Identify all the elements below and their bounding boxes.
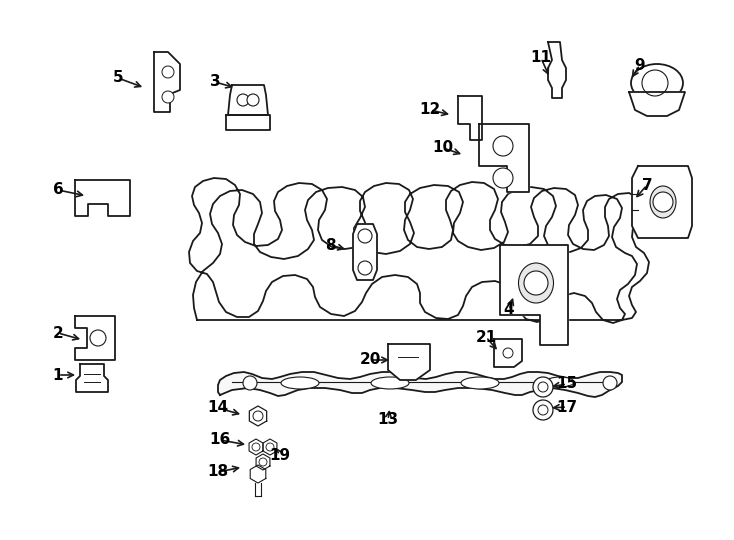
Polygon shape (353, 224, 377, 280)
Circle shape (252, 443, 260, 451)
Polygon shape (250, 465, 266, 483)
Polygon shape (388, 344, 430, 380)
Ellipse shape (371, 377, 409, 389)
Polygon shape (632, 166, 692, 238)
Polygon shape (458, 96, 482, 140)
Polygon shape (154, 52, 180, 112)
Text: 12: 12 (419, 103, 440, 118)
Text: 17: 17 (556, 400, 578, 415)
Text: 6: 6 (53, 183, 63, 198)
Circle shape (237, 94, 249, 106)
Circle shape (642, 70, 668, 96)
Circle shape (243, 376, 257, 390)
Text: 8: 8 (324, 238, 335, 253)
Circle shape (162, 66, 174, 78)
Circle shape (538, 405, 548, 415)
Circle shape (247, 94, 259, 106)
Text: 18: 18 (208, 464, 228, 480)
Text: 20: 20 (360, 353, 381, 368)
Polygon shape (256, 454, 270, 470)
Polygon shape (228, 85, 268, 115)
Circle shape (90, 330, 106, 346)
Polygon shape (218, 372, 622, 397)
Text: 21: 21 (476, 329, 497, 345)
Circle shape (603, 376, 617, 390)
Polygon shape (249, 439, 263, 455)
Polygon shape (494, 339, 522, 367)
Polygon shape (263, 439, 277, 455)
Circle shape (533, 400, 553, 420)
Text: 9: 9 (635, 57, 645, 72)
Text: 14: 14 (208, 401, 228, 415)
Circle shape (253, 411, 263, 421)
Ellipse shape (461, 377, 499, 389)
Polygon shape (76, 364, 108, 392)
Polygon shape (548, 42, 566, 98)
Polygon shape (75, 180, 130, 216)
Circle shape (493, 168, 513, 188)
Polygon shape (75, 316, 115, 360)
Text: 15: 15 (556, 376, 578, 392)
Polygon shape (629, 92, 685, 116)
Text: 10: 10 (432, 140, 454, 156)
Text: 19: 19 (269, 448, 291, 462)
Circle shape (493, 136, 513, 156)
Text: 16: 16 (209, 433, 230, 448)
Circle shape (538, 382, 548, 392)
Polygon shape (226, 115, 270, 130)
Text: 1: 1 (53, 368, 63, 382)
Circle shape (259, 458, 267, 466)
Circle shape (533, 377, 553, 397)
Polygon shape (500, 245, 568, 345)
Text: 7: 7 (642, 178, 653, 192)
Text: 4: 4 (504, 302, 515, 318)
Ellipse shape (546, 377, 574, 387)
Text: 3: 3 (210, 75, 220, 90)
Ellipse shape (518, 263, 553, 303)
Circle shape (162, 91, 174, 103)
Ellipse shape (631, 64, 683, 102)
Text: 11: 11 (531, 51, 551, 65)
Circle shape (266, 443, 274, 451)
Circle shape (358, 261, 372, 275)
Ellipse shape (281, 377, 319, 389)
Ellipse shape (650, 186, 676, 218)
Polygon shape (479, 124, 529, 192)
Circle shape (503, 348, 513, 358)
Circle shape (653, 192, 673, 212)
Circle shape (358, 229, 372, 243)
Circle shape (524, 271, 548, 295)
Polygon shape (250, 406, 266, 426)
Text: 2: 2 (53, 326, 63, 341)
Text: 5: 5 (113, 71, 123, 85)
Text: 13: 13 (377, 413, 399, 428)
